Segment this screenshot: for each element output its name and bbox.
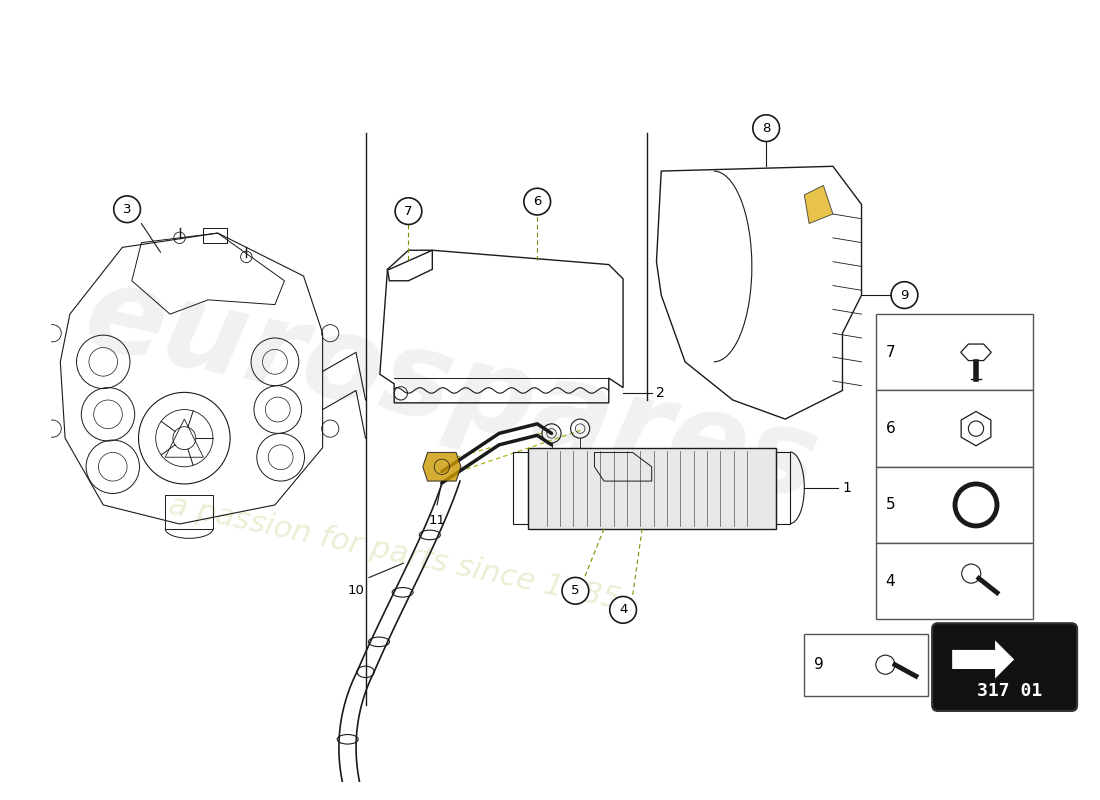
Circle shape <box>752 115 780 142</box>
Bar <box>204 228 228 242</box>
Bar <box>804 634 928 696</box>
Circle shape <box>113 196 141 222</box>
Text: 8: 8 <box>762 122 770 134</box>
Bar <box>528 448 776 529</box>
Circle shape <box>562 578 588 604</box>
Text: 9: 9 <box>814 657 824 672</box>
Circle shape <box>395 198 421 225</box>
Text: 6: 6 <box>534 195 541 208</box>
Bar <box>876 390 1033 466</box>
Circle shape <box>609 597 637 623</box>
Text: 11: 11 <box>429 514 446 527</box>
Text: 4: 4 <box>619 603 627 616</box>
Text: eurospares: eurospares <box>75 257 828 524</box>
Polygon shape <box>953 640 1014 678</box>
Text: 10: 10 <box>348 584 364 598</box>
Circle shape <box>891 282 917 309</box>
Circle shape <box>524 188 551 215</box>
Text: 5: 5 <box>886 498 895 513</box>
Polygon shape <box>422 453 461 481</box>
Bar <box>165 495 213 529</box>
Text: 1: 1 <box>843 481 851 494</box>
Text: a passion for parts since 1985: a passion for parts since 1985 <box>166 490 623 614</box>
Text: 6: 6 <box>886 421 895 436</box>
Text: 9: 9 <box>900 289 909 302</box>
Text: 3: 3 <box>123 202 131 216</box>
FancyBboxPatch shape <box>932 623 1077 711</box>
Text: 2: 2 <box>657 386 665 400</box>
Text: 317 01: 317 01 <box>977 682 1042 700</box>
Text: 7: 7 <box>404 205 412 218</box>
Text: 7: 7 <box>886 345 895 360</box>
Polygon shape <box>804 186 833 223</box>
Text: 5: 5 <box>571 584 580 598</box>
Text: 4: 4 <box>886 574 895 589</box>
Bar <box>876 314 1033 390</box>
Bar <box>876 543 1033 619</box>
Bar <box>876 466 1033 543</box>
